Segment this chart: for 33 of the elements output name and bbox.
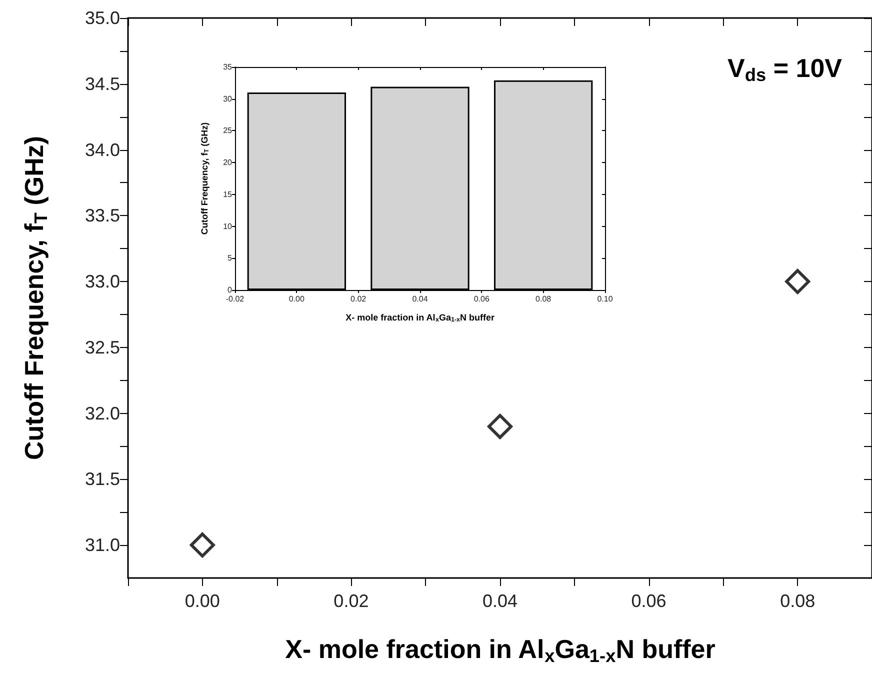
x-tick-label: 0.06 bbox=[631, 591, 666, 611]
y-tick-label: 15 bbox=[223, 190, 233, 199]
x-tick-label: -0.02 bbox=[226, 294, 245, 304]
y-tick-label: 5 bbox=[228, 254, 233, 263]
y-tick-label: 0 bbox=[228, 286, 233, 294]
x-tick-label: 0.00 bbox=[184, 591, 220, 611]
y-tick-label: 20 bbox=[223, 158, 233, 168]
x-tick-label: 0.06 bbox=[474, 294, 490, 304]
point bbox=[190, 532, 215, 558]
y-tick-label: 10 bbox=[223, 222, 233, 231]
y-axis-title: Cutoff Frequency, fT (GHz) bbox=[19, 136, 51, 460]
x-tick-label: 0.02 bbox=[334, 591, 369, 611]
y-tick-label: 25 bbox=[223, 126, 233, 136]
point bbox=[488, 414, 512, 439]
y-tick-label: 35 bbox=[223, 62, 233, 72]
y-tick-label: 32.5 bbox=[84, 337, 120, 358]
y-tick-label: 31.5 bbox=[84, 469, 120, 490]
x-tick-label: 0.08 bbox=[780, 591, 816, 611]
x-tick-label: 0.02 bbox=[350, 294, 367, 304]
y-tick-label: 33.0 bbox=[84, 272, 120, 292]
x-tick-label: 0.08 bbox=[536, 294, 552, 304]
y-tick-label: 31.0 bbox=[84, 535, 120, 556]
y-tick-label: 32.0 bbox=[84, 403, 120, 424]
point bbox=[785, 269, 810, 294]
x-tick-label: 0.04 bbox=[482, 591, 518, 611]
y-tick-label: 34.5 bbox=[84, 74, 120, 94]
x-tick-label: 0.10 bbox=[597, 294, 614, 304]
x-tick-label: 0.04 bbox=[412, 294, 428, 304]
y-tick-label: 30 bbox=[223, 94, 233, 104]
y-tick-label: 33.5 bbox=[84, 206, 120, 226]
x-tick-label: 0.00 bbox=[288, 294, 305, 304]
y-tick-label: 34.0 bbox=[84, 140, 120, 160]
y-tick-label: 35.0 bbox=[84, 8, 120, 28]
